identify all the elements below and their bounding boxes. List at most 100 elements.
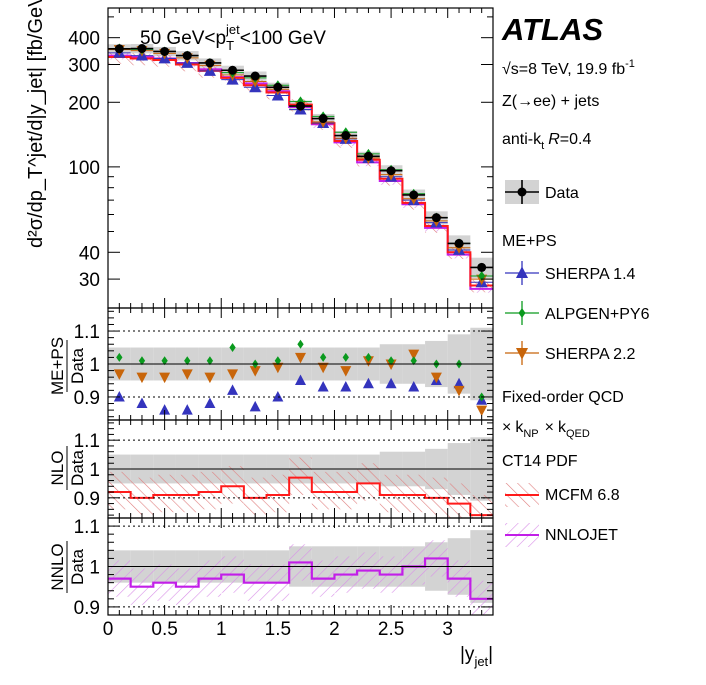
sherpa14-ratio-point	[317, 381, 329, 392]
legend-data-point	[517, 187, 527, 197]
mcfm-line	[108, 56, 493, 287]
ratio-y-tick-label: 0.9	[74, 388, 100, 409]
alpgen-ratio-point	[229, 343, 236, 353]
x-tick-label: 0	[103, 619, 114, 640]
sherpa22-ratio-point	[453, 385, 465, 397]
sherpa14-ratio-point	[295, 374, 306, 385]
alpgen-ratio-point	[184, 356, 191, 366]
mcfm-ratio-hatch	[175, 474, 199, 513]
svg-text:Data: Data	[68, 450, 87, 486]
sherpa14-ratio-point	[159, 404, 171, 415]
data-point	[477, 262, 487, 272]
data-point	[363, 151, 373, 161]
data-point	[114, 44, 124, 54]
algorithm-label: anti-kt R=0.4	[502, 131, 591, 152]
ratio-nnlo-ylabel: NNLO Data	[48, 541, 87, 593]
sherpa14-ratio-point	[227, 384, 239, 395]
ratio-y-tick-label: 1.1	[74, 431, 100, 452]
mcfm-ratio-hatch	[130, 477, 154, 516]
energy-label: √s=8 TeV, 19.9 fb-1	[502, 58, 635, 78]
main-y-tick-label: 40	[79, 243, 100, 264]
main-panel: 400 300 200 100 40 30 50 GeV<pTjet<100 GeV d²…	[25, 0, 494, 309]
sherpa22-ratio-point	[136, 372, 148, 384]
sherpa22-ratio-point	[227, 369, 239, 380]
ratio-y-tick-label: 1.1	[74, 517, 100, 538]
sherpa14-ratio-point	[385, 377, 397, 389]
alpgen-ratio-point	[410, 356, 417, 366]
data-point	[386, 166, 396, 176]
sherpa22-ratio-point	[476, 405, 488, 417]
ratio-nlo-panel: 1.1 1 0.9 NLO Data	[48, 419, 494, 519]
legend-data-label: Data	[545, 185, 579, 202]
data-point	[431, 213, 441, 223]
sherpa22-ratio-point	[317, 362, 329, 374]
ratio-y-tick-label: 1	[89, 460, 100, 481]
alpgen-ratio-point	[161, 356, 168, 366]
data-point	[160, 46, 170, 56]
mcfm-ratio-hatch	[425, 477, 448, 516]
mcfm-ratio-hatch	[447, 483, 471, 518]
mcfm-ratio-hatch	[311, 471, 335, 510]
mcfm-ratio-hatch	[221, 466, 244, 504]
x-tick-label: 1	[216, 619, 227, 640]
legend-sherpa22-point	[515, 348, 529, 360]
sherpa14-ratio-point	[362, 377, 374, 389]
alpgen-ratio-point	[297, 339, 304, 349]
svg-text:ME+PS: ME+PS	[48, 337, 67, 395]
x-tick-label: 3	[442, 619, 453, 640]
data-point	[182, 51, 192, 61]
alpgen-ratio-point	[319, 352, 327, 362]
x-tick-label: 2.5	[378, 619, 404, 640]
mcfm-ratio-hatch	[470, 494, 493, 518]
ratio-me-ps-ylabel: ME+PS Data	[48, 337, 87, 395]
legend-mcfm-label: MCFM 6.8	[545, 487, 620, 504]
legend-me-ps-group: ME+PS	[502, 233, 557, 250]
data-point	[273, 82, 283, 92]
data-point	[318, 114, 328, 124]
mcfm-ratio-hatch	[153, 474, 176, 513]
main-y-tick-label: 30	[79, 270, 100, 291]
sherpa22-ratio-point	[113, 369, 125, 380]
data-point	[409, 190, 419, 200]
sherpa22-ratio-point	[430, 372, 442, 384]
mcfm-ratio-hatch	[402, 474, 426, 513]
data-point	[454, 238, 464, 248]
sherpa22-ratio-point	[272, 362, 284, 374]
mcfm-ratio-hatch	[379, 474, 403, 513]
mcfm-ratio-hatch	[289, 457, 312, 495]
svg-text:NLO: NLO	[48, 451, 67, 486]
legend-fixed-order-group: Fixed-order QCD	[502, 389, 624, 406]
ratio-y-tick-label: 0.9	[74, 598, 100, 619]
main-y-tick-label: 400	[68, 29, 100, 50]
sherpa22-ratio-point	[408, 349, 420, 361]
svg-text:Data: Data	[68, 348, 87, 384]
x-tick-label: 0.5	[151, 619, 177, 640]
legend-alpgen-label: ALPGEN+PY6	[545, 306, 650, 323]
sherpa22-ratio-point	[204, 372, 216, 384]
atlas-label: ATLAS	[501, 12, 603, 47]
ratio-me-ps-panel: 1.1 1 0.9 ME+PS Data	[48, 307, 494, 421]
nnlojet-ratio-line	[108, 557, 493, 600]
main-y-tick-label: 100	[68, 158, 100, 179]
sherpa22-ratio-point	[159, 372, 171, 384]
legend-kfactors: × kNP × kQED	[502, 419, 590, 440]
x-axis-label: |yjet|	[460, 644, 493, 669]
main-y-tick-label: 200	[68, 93, 100, 114]
x-tick-label: 1.5	[265, 619, 291, 640]
alpgen-ratio-point	[342, 352, 349, 362]
sherpa14-ratio-point	[204, 397, 216, 409]
alpgen-ratio-point	[138, 356, 146, 366]
process-label: Z(→ee) + jets	[502, 93, 599, 110]
sherpa14-ratio-point	[113, 390, 125, 402]
ratio-y-tick-label: 0.9	[74, 489, 100, 510]
x-tick-label: 2	[329, 619, 340, 640]
sherpa22-ratio-point	[181, 369, 193, 380]
legend-sherpa22-label: SHERPA 2.2	[545, 346, 636, 363]
mcfm-ratio-hatch	[357, 463, 380, 501]
main-y-tick-label: 300	[68, 55, 100, 76]
mcfm-ratio-line	[108, 476, 493, 517]
sherpa22-ratio-point	[249, 366, 261, 377]
main-y-axis-label: d²σ/dp_T^jet/d|y_jet| [fb/GeV]	[25, 0, 47, 248]
alpgen-ratio-point	[387, 356, 395, 366]
